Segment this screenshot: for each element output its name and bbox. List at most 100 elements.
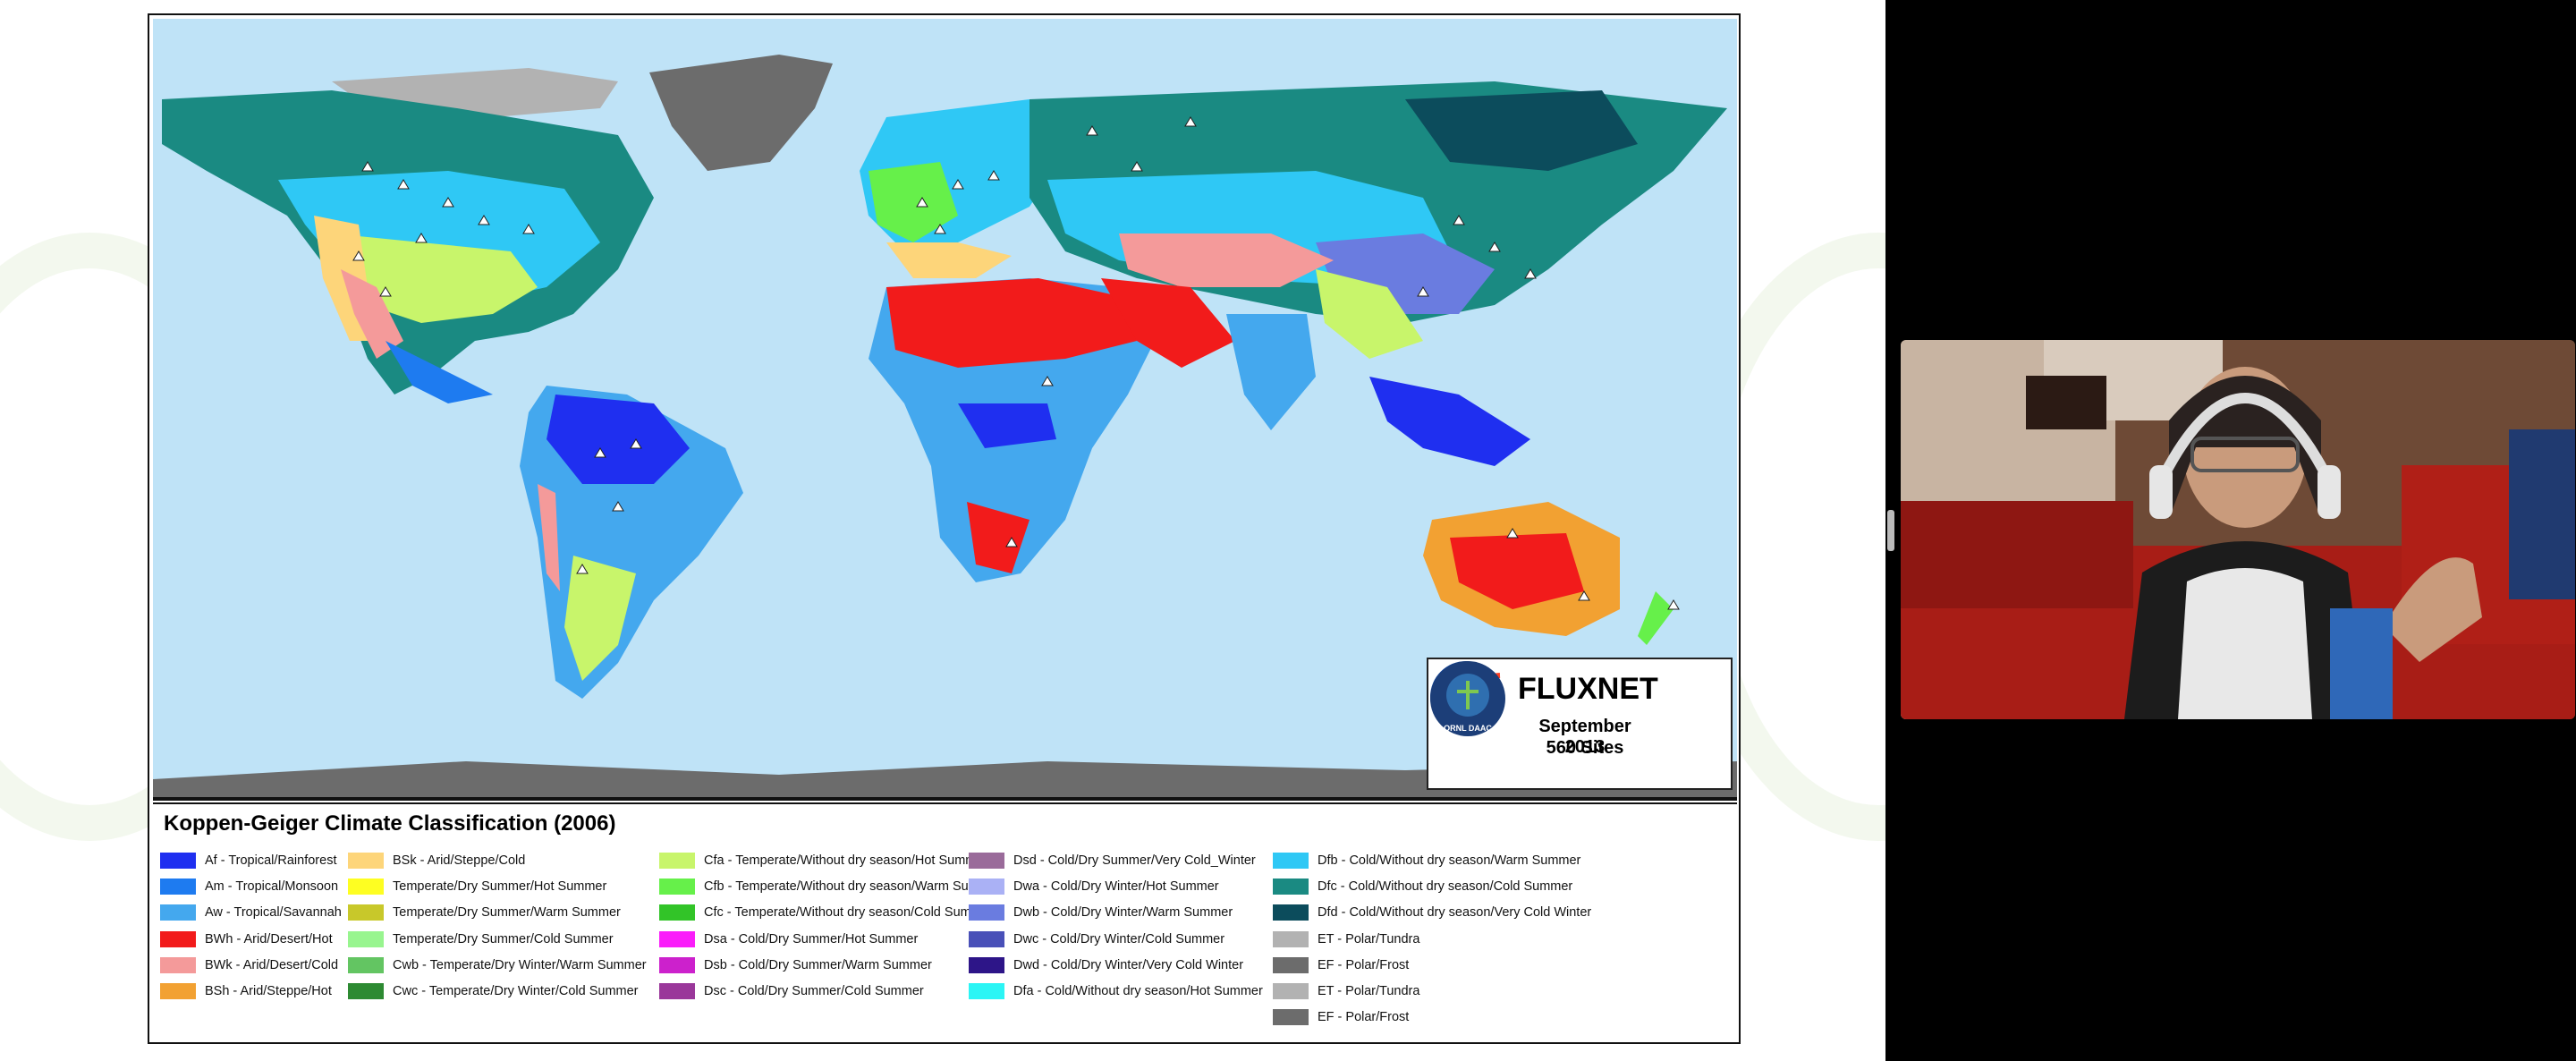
legend-item: ET - Polar/Tundra <box>1273 978 1591 1004</box>
legend-label: Dsd - Cold/Dry Summer/Very Cold_Winter <box>1013 853 1256 868</box>
climate-legend: Koppen-Geiger Climate Classification (20… <box>153 802 1737 1042</box>
legend-column: BSk - Arid/Steppe/Cold Temperate/Dry Summ… <box>348 847 647 1005</box>
world-climate-map: NASA FLUXNET September 2013 560 Sites OR… <box>153 19 1737 801</box>
legend-label: Dsc - Cold/Dry Summer/Cold Summer <box>704 984 924 999</box>
legend-item: Cfb - Temperate/Without dry season/Warm … <box>659 873 1002 899</box>
legend-column: Af - Tropical/Rainforest Am - Tropical/Mo… <box>160 847 342 1005</box>
presentation-slide: NASA FLUXNET September 2013 560 Sites OR… <box>148 13 1741 1044</box>
legend-item: BSk - Arid/Steppe/Cold <box>348 847 647 873</box>
legend-item: Dsb - Cold/Dry Summer/Warm Summer <box>659 952 1002 978</box>
legend-label: Dsb - Cold/Dry Summer/Warm Summer <box>704 957 932 972</box>
legend-item: BSh - Arid/Steppe/Hot <box>160 978 342 1004</box>
legend-item: Temperate/Dry Summer/Warm Summer <box>348 900 647 926</box>
legend-item: ET - Polar/Tundra <box>1273 926 1591 952</box>
webcam-scene <box>1901 340 2575 719</box>
legend-swatch <box>1273 878 1309 895</box>
legend-item: Temperate/Dry Summer/Hot Summer <box>348 873 647 899</box>
fluxnet-title: FLUXNET <box>1518 672 1658 706</box>
legend-item: Aw - Tropical/Savannah <box>160 900 342 926</box>
legend-swatch <box>1273 1009 1309 1026</box>
legend-swatch <box>1273 930 1309 947</box>
fluxnet-date: September 2013 <box>1538 717 1631 757</box>
webcam-video-feed <box>1901 340 2575 719</box>
legend-label: Temperate/Dry Summer/Warm Summer <box>393 905 621 921</box>
legend-title: Koppen-Geiger Climate Classification (20… <box>164 811 616 836</box>
legend-column: Dfb - Cold/Without dry season/Warm Summe… <box>1273 847 1591 1031</box>
ornl-daac-logo-icon: ORNL DAAC <box>1430 661 1505 736</box>
legend-item: Cfc - Temperate/Without dry season/Cold … <box>659 900 1002 926</box>
legend-label: BSh - Arid/Steppe/Hot <box>205 984 332 999</box>
legend-swatch <box>659 878 695 895</box>
legend-swatch <box>1273 852 1309 869</box>
legend-item: Cwc - Temperate/Dry Winter/Cold Summer <box>348 978 647 1004</box>
legend-swatch <box>160 852 196 869</box>
legend-item: Dwd - Cold/Dry Winter/Very Cold Winter <box>969 952 1263 978</box>
legend-item: Am - Tropical/Monsoon <box>160 873 342 899</box>
legend-label: Dfc - Cold/Without dry season/Cold Summe… <box>1318 879 1573 894</box>
legend-swatch <box>1273 956 1309 973</box>
legend-label: Dfd - Cold/Without dry season/Very Cold … <box>1318 905 1592 921</box>
legend-label: BSk - Arid/Steppe/Cold <box>393 853 526 868</box>
legend-item: Cwb - Temperate/Dry Winter/Warm Summer <box>348 952 647 978</box>
legend-item: Dfa - Cold/Without dry season/Hot Summer <box>969 978 1263 1004</box>
legend-label: Dfa - Cold/Without dry season/Hot Summer <box>1013 984 1263 999</box>
legend-label: EF - Polar/Frost <box>1318 957 1410 972</box>
legend-swatch <box>659 904 695 921</box>
legend-label: Cfa - Temperate/Without dry season/Hot S… <box>704 853 988 868</box>
legend-swatch <box>348 930 384 947</box>
legend-label: ET - Polar/Tundra <box>1318 931 1420 946</box>
legend-swatch <box>1273 904 1309 921</box>
legend-swatch <box>160 904 196 921</box>
legend-swatch <box>969 956 1004 973</box>
legend-swatch <box>659 852 695 869</box>
legend-label: Dwd - Cold/Dry Winter/Very Cold Winter <box>1013 957 1244 972</box>
fluxnet-info-box: NASA FLUXNET September 2013 560 Sites OR… <box>1427 658 1733 790</box>
legend-label: Dwa - Cold/Dry Winter/Hot Summer <box>1013 879 1219 894</box>
svg-text:ORNL DAAC: ORNL DAAC <box>1444 724 1492 733</box>
legend-label: Am - Tropical/Monsoon <box>205 879 339 894</box>
legend-item: BWh - Arid/Desert/Hot <box>160 926 342 952</box>
legend-swatch <box>160 930 196 947</box>
legend-label: Temperate/Dry Summer/Hot Summer <box>393 879 607 894</box>
legend-swatch <box>659 930 695 947</box>
legend-item: Dsa - Cold/Dry Summer/Hot Summer <box>659 926 1002 952</box>
legend-label: Dfb - Cold/Without dry season/Warm Summe… <box>1318 853 1581 868</box>
legend-label: Aw - Tropical/Savannah <box>205 905 342 921</box>
legend-item: Cfa - Temperate/Without dry season/Hot S… <box>659 847 1002 873</box>
legend-swatch <box>348 878 384 895</box>
legend-swatch <box>969 904 1004 921</box>
legend-item: Dsd - Cold/Dry Summer/Very Cold_Winter <box>969 847 1263 873</box>
legend-swatch <box>969 930 1004 947</box>
legend-item: Af - Tropical/Rainforest <box>160 847 342 873</box>
legend-swatch <box>969 878 1004 895</box>
legend-item: Dwc - Cold/Dry Winter/Cold Summer <box>969 926 1263 952</box>
legend-swatch <box>659 956 695 973</box>
legend-label: Af - Tropical/Rainforest <box>205 853 337 868</box>
legend-label: Temperate/Dry Summer/Cold Summer <box>393 931 614 946</box>
legend-label: Dwb - Cold/Dry Winter/Warm Summer <box>1013 905 1233 921</box>
legend-item: Dwa - Cold/Dry Winter/Hot Summer <box>969 873 1263 899</box>
legend-swatch <box>659 983 695 1000</box>
legend-swatch <box>160 878 196 895</box>
legend-swatch <box>348 983 384 1000</box>
legend-item: EF - Polar/Frost <box>1273 952 1591 978</box>
legend-swatch <box>348 852 384 869</box>
legend-swatch <box>969 852 1004 869</box>
legend-item: Dfb - Cold/Without dry season/Warm Summe… <box>1273 847 1591 873</box>
legend-label: Cwc - Temperate/Dry Winter/Cold Summer <box>393 984 639 999</box>
legend-label: Dwc - Cold/Dry Winter/Cold Summer <box>1013 931 1225 946</box>
legend-column: Dsd - Cold/Dry Summer/Very Cold_Winter Dw… <box>969 847 1263 1005</box>
legend-swatch <box>969 983 1004 1000</box>
split-view-handle[interactable] <box>1887 510 1894 551</box>
legend-label: ET - Polar/Tundra <box>1318 984 1420 999</box>
legend-label: EF - Polar/Frost <box>1318 1010 1410 1025</box>
fluxnet-site-count: 560 Sites <box>1546 738 1624 758</box>
climate-map-graphic <box>153 55 1737 797</box>
legend-label: Cfc - Temperate/Without dry season/Cold … <box>704 905 994 921</box>
legend-item: Dwb - Cold/Dry Winter/Warm Summer <box>969 900 1263 926</box>
legend-column: Cfa - Temperate/Without dry season/Hot S… <box>659 847 1002 1005</box>
legend-item: BWk - Arid/Desert/Cold <box>160 952 342 978</box>
legend-label: Dsa - Cold/Dry Summer/Hot Summer <box>704 931 919 946</box>
legend-label: Cwb - Temperate/Dry Winter/Warm Summer <box>393 957 647 972</box>
legend-label: Cfb - Temperate/Without dry season/Warm … <box>704 879 1002 894</box>
